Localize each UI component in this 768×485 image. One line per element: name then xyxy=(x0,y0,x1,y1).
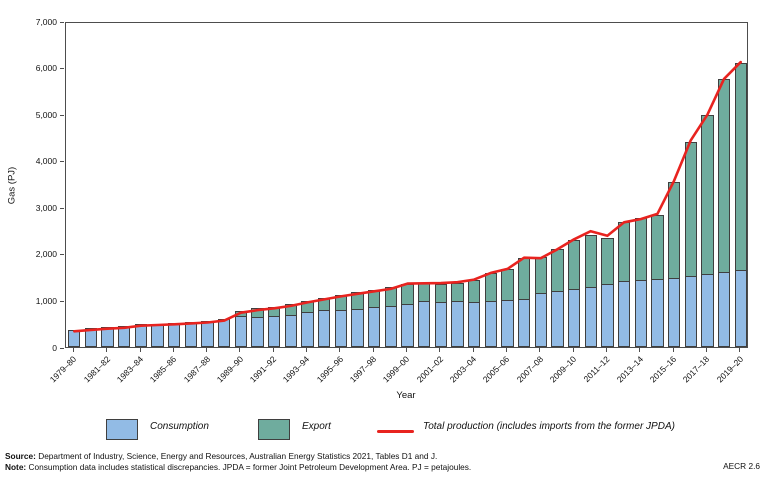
x-tick-mark xyxy=(372,348,374,352)
x-tick-mark xyxy=(439,348,441,352)
plot-area xyxy=(65,22,748,348)
bar-export xyxy=(601,237,614,286)
y-tick-label: 1,000 xyxy=(35,295,57,306)
y-tick-label: 0 xyxy=(52,342,57,353)
x-tick-mark xyxy=(406,348,407,352)
note-text: Consumption data includes statistical di… xyxy=(26,461,472,472)
y-tick-mark xyxy=(60,114,64,116)
total-production-line xyxy=(73,60,743,333)
x-tick-mark xyxy=(306,348,307,352)
x-tick-mark xyxy=(106,348,108,352)
legend-label-consumption: Consumption xyxy=(150,421,209,432)
chart-legend: Consumption Export Total production (inc… xyxy=(0,414,768,444)
y-tick-mark xyxy=(60,68,64,70)
x-tick-mark xyxy=(206,348,208,352)
y-tick-mark xyxy=(60,347,64,349)
chart-footnotes: Source: Department of Industry, Science,… xyxy=(5,451,471,472)
x-tick-mark xyxy=(739,348,741,352)
y-tick-label: 2,000 xyxy=(35,249,57,260)
x-tick-mark xyxy=(705,348,707,352)
legend-line-total-production xyxy=(377,430,414,433)
x-tick-mark xyxy=(239,348,241,352)
x-tick-mark xyxy=(139,348,141,352)
x-tick-mark xyxy=(272,348,274,352)
x-tick-mark xyxy=(339,348,341,352)
bar-export xyxy=(268,306,281,317)
x-tick-mark xyxy=(172,348,174,352)
figure-reference-tag: AECR 2.6 xyxy=(723,461,760,471)
y-tick-label: 5,000 xyxy=(35,109,57,120)
y-tick-mark xyxy=(60,161,64,163)
x-tick-mark xyxy=(539,348,541,352)
x-tick-mark xyxy=(605,348,607,352)
x-tick-mark xyxy=(472,348,474,352)
y-tick-mark xyxy=(60,300,64,302)
legend-swatch-consumption xyxy=(106,419,138,440)
x-tick-mark xyxy=(672,348,674,352)
x-tick-mark xyxy=(572,348,574,352)
y-tick-mark xyxy=(60,207,64,209)
x-tick-mark xyxy=(639,348,641,352)
legend-label-total-production: Total production (includes imports from … xyxy=(423,421,675,432)
y-tick-label: 3,000 xyxy=(35,202,57,213)
x-tick-mark xyxy=(72,348,74,352)
legend-swatch-export xyxy=(258,419,290,440)
x-tick-mark xyxy=(506,348,507,352)
x-axis-title: Year xyxy=(396,390,416,401)
note-label: Note: xyxy=(5,461,27,472)
source-text: Department of Industry, Science, Energy … xyxy=(35,451,438,461)
y-tick-mark xyxy=(60,254,64,256)
y-tick-label: 4,000 xyxy=(35,156,57,167)
y-tick-label: 6,000 xyxy=(35,63,57,74)
y-tick-label: 7,000 xyxy=(35,16,57,27)
bar-export xyxy=(584,235,597,288)
source-line: Source: Department of Industry, Science,… xyxy=(5,451,471,462)
note-line: Note: Consumption data includes statisti… xyxy=(5,462,471,473)
y-tick-mark xyxy=(60,21,64,23)
legend-label-export: Export xyxy=(302,421,331,432)
source-label: Source: xyxy=(5,451,36,461)
